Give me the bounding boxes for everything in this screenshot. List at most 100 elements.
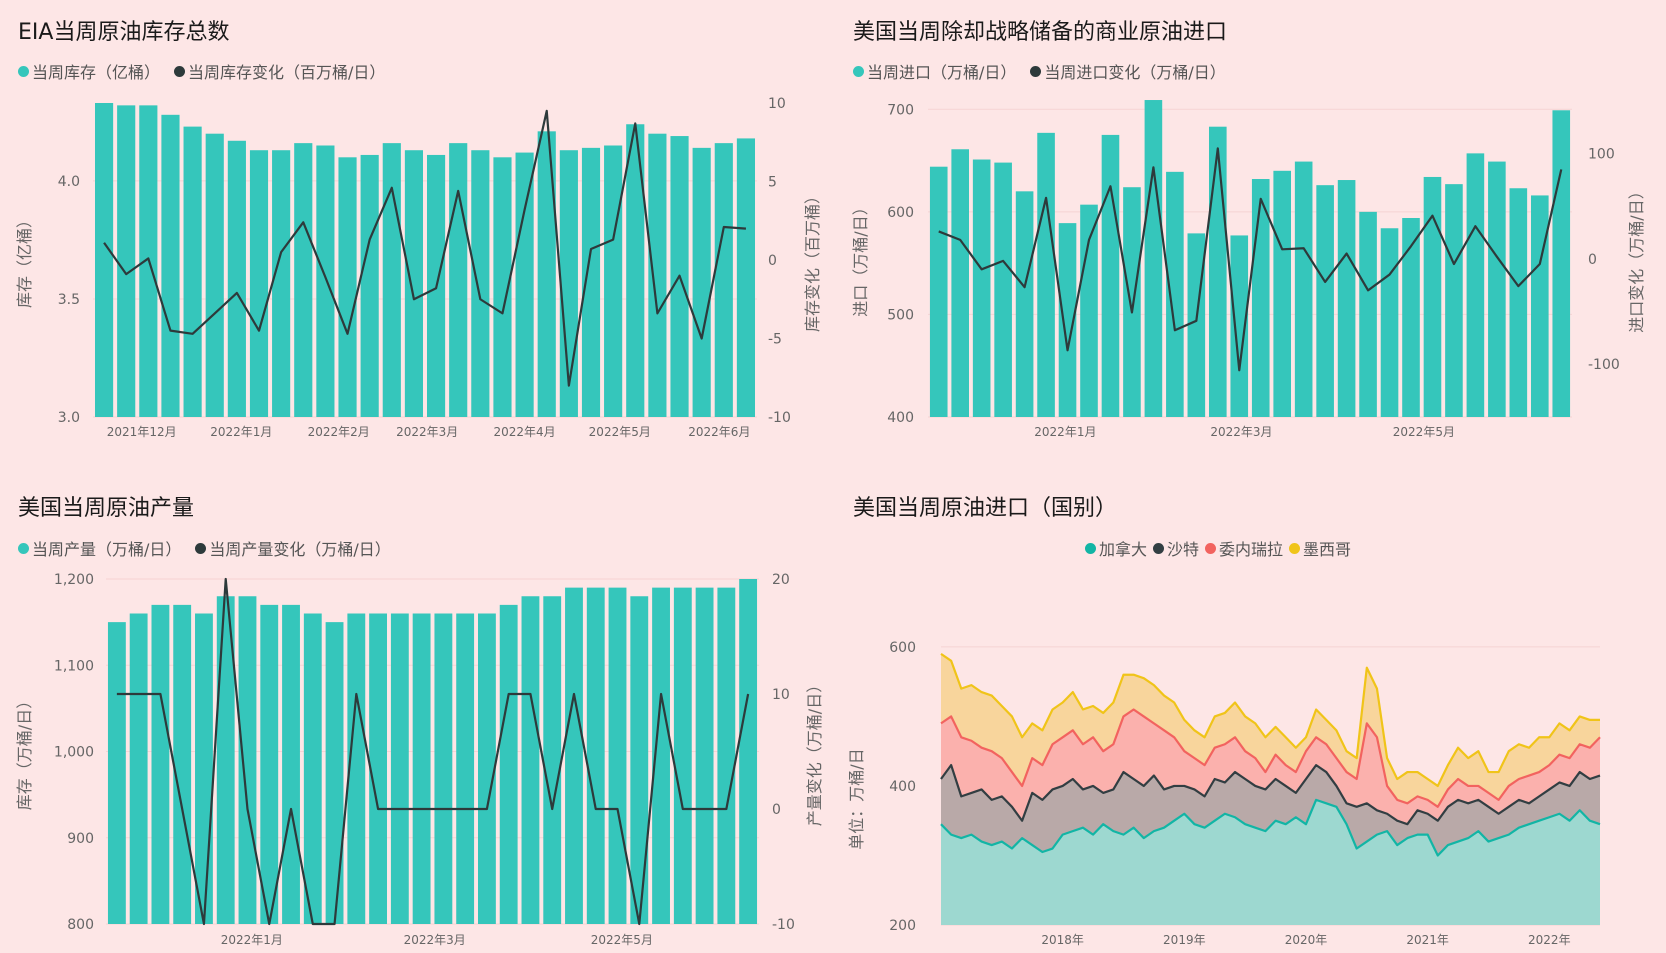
- legend-item-imports-change[interactable]: 当周进口变化（万桶/日）: [1030, 59, 1226, 83]
- legend-item-production[interactable]: 当周产量（万桶/日）: [18, 536, 181, 560]
- bar[interactable]: [390, 613, 409, 925]
- bar[interactable]: [173, 604, 192, 924]
- bar[interactable]: [714, 143, 733, 417]
- bar[interactable]: [1445, 184, 1463, 417]
- bar[interactable]: [151, 604, 170, 924]
- bar[interactable]: [493, 157, 512, 417]
- bar[interactable]: [565, 587, 583, 924]
- bar[interactable]: [227, 140, 246, 418]
- bar[interactable]: [586, 587, 605, 924]
- bar[interactable]: [294, 143, 313, 417]
- bar[interactable]: [477, 613, 496, 925]
- bar[interactable]: [929, 166, 948, 417]
- bar[interactable]: [1294, 161, 1313, 417]
- bar[interactable]: [717, 587, 736, 924]
- legend-item-canada[interactable]: 加拿大: [1085, 536, 1147, 560]
- bar[interactable]: [1466, 153, 1485, 417]
- bar[interactable]: [347, 613, 366, 925]
- bar[interactable]: [449, 143, 468, 417]
- series-line-3[interactable]: [940, 652, 1600, 788]
- bar[interactable]: [195, 613, 213, 925]
- bar[interactable]: [1530, 195, 1549, 417]
- bar[interactable]: [129, 613, 148, 925]
- bar[interactable]: [951, 149, 970, 417]
- legend-item-imports[interactable]: 当周进口（万桶/日）: [853, 59, 1016, 83]
- series-line-1[interactable]: [940, 763, 1601, 826]
- legend-item-venezuela[interactable]: 委内瑞拉: [1205, 536, 1283, 560]
- bar[interactable]: [1166, 171, 1184, 417]
- bar[interactable]: [515, 152, 534, 417]
- bar[interactable]: [652, 587, 670, 924]
- bar[interactable]: [471, 150, 490, 417]
- bar[interactable]: [1273, 170, 1292, 417]
- bar[interactable]: [404, 150, 424, 417]
- bar[interactable]: [559, 150, 578, 417]
- bar[interactable]: [543, 596, 562, 924]
- bar[interactable]: [1144, 100, 1163, 417]
- bar[interactable]: [648, 133, 667, 418]
- legend-item-mexico[interactable]: 墨西哥: [1289, 536, 1351, 560]
- bar[interactable]: [1058, 223, 1077, 417]
- bar[interactable]: [1423, 176, 1442, 417]
- bar[interactable]: [360, 154, 379, 417]
- bar[interactable]: [456, 613, 475, 925]
- bar[interactable]: [1101, 134, 1120, 417]
- bar[interactable]: [521, 596, 540, 924]
- bar[interactable]: [608, 587, 627, 924]
- bar[interactable]: [972, 159, 991, 417]
- bar[interactable]: [338, 157, 357, 417]
- bar[interactable]: [238, 596, 257, 924]
- bar[interactable]: [581, 147, 601, 417]
- bar[interactable]: [1337, 180, 1356, 417]
- bar[interactable]: [1208, 126, 1227, 417]
- bar[interactable]: [1488, 161, 1506, 417]
- bar[interactable]: [216, 596, 235, 924]
- bar[interactable]: [673, 587, 692, 924]
- bar[interactable]: [604, 145, 623, 417]
- bar[interactable]: [537, 131, 556, 418]
- bar[interactable]: [1509, 188, 1528, 417]
- bar[interactable]: [1080, 204, 1098, 417]
- bar[interactable]: [1402, 217, 1420, 417]
- bar[interactable]: [1015, 191, 1034, 417]
- bar[interactable]: [1187, 233, 1206, 417]
- bar[interactable]: [316, 145, 335, 417]
- bar[interactable]: [183, 126, 202, 418]
- bar[interactable]: [736, 138, 756, 418]
- bar[interactable]: [1380, 228, 1399, 417]
- bar[interactable]: [107, 622, 126, 924]
- bar[interactable]: [412, 613, 431, 925]
- bar[interactable]: [369, 613, 388, 925]
- series-line-2[interactable]: [940, 708, 1601, 808]
- bar[interactable]: [249, 150, 269, 417]
- legend-item-inventory[interactable]: 当周库存（亿桶）: [18, 59, 160, 83]
- bar[interactable]: [325, 622, 344, 924]
- bar[interactable]: [630, 596, 649, 924]
- bar[interactable]: [626, 124, 645, 418]
- bar[interactable]: [1359, 211, 1377, 417]
- bar[interactable]: [382, 143, 401, 417]
- legend-item-saudi[interactable]: 沙特: [1153, 536, 1199, 560]
- bar[interactable]: [205, 133, 224, 418]
- legend-item-production-change[interactable]: 当周产量变化（万桶/日）: [195, 536, 391, 560]
- bar[interactable]: [303, 613, 322, 925]
- bar[interactable]: [260, 604, 279, 924]
- bar[interactable]: [434, 613, 453, 925]
- bar[interactable]: [1123, 187, 1141, 417]
- bar[interactable]: [695, 587, 714, 924]
- bar[interactable]: [1037, 132, 1055, 417]
- bar[interactable]: [1230, 235, 1249, 417]
- bar[interactable]: [272, 150, 291, 417]
- bar[interactable]: [94, 103, 114, 417]
- bar[interactable]: [739, 579, 758, 924]
- bar[interactable]: [692, 147, 711, 417]
- bar[interactable]: [1552, 110, 1571, 417]
- legend-item-inventory-change[interactable]: 当周库存变化（百万桶/日）: [174, 59, 385, 83]
- bar[interactable]: [282, 604, 300, 924]
- bar[interactable]: [161, 114, 180, 418]
- bar[interactable]: [1316, 185, 1334, 417]
- bar[interactable]: [499, 604, 518, 924]
- bar[interactable]: [994, 162, 1012, 417]
- series-line-0[interactable]: [940, 798, 1601, 857]
- bar[interactable]: [117, 105, 136, 417]
